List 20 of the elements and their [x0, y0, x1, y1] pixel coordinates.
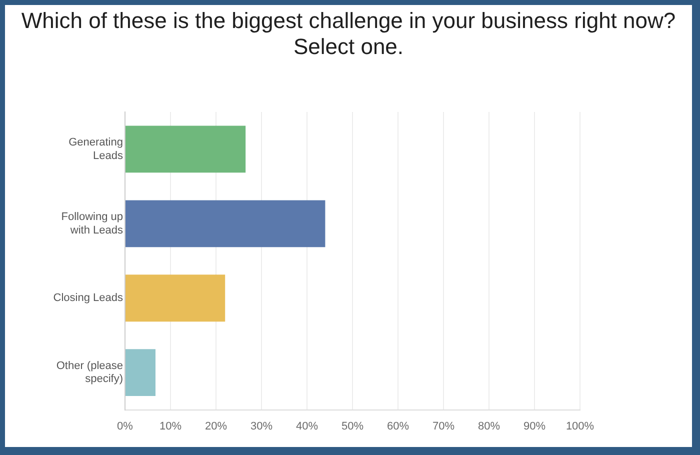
x-tick-label: 60% — [386, 420, 410, 432]
x-tick-label: 20% — [204, 420, 228, 432]
bar — [126, 274, 226, 322]
x-tick-label: 30% — [250, 420, 273, 432]
x-tick-label: 40% — [296, 420, 318, 432]
x-tick-label: 50% — [341, 420, 364, 432]
y-tick-label: Closing Leads — [53, 292, 124, 304]
y-tick-label: Following up with Leads — [61, 211, 124, 236]
x-tick-label: 10% — [159, 420, 182, 432]
x-tick-label: 80% — [478, 420, 500, 432]
x-tick-label: 70% — [432, 420, 455, 432]
bar — [126, 200, 326, 248]
chart-title: Which of these is the biggest challenge in your business right now? Select one. — [20, 8, 677, 60]
x-tick-label: 0% — [117, 420, 134, 432]
x-tick-label: 90% — [523, 420, 546, 432]
x-tick-label: 100% — [566, 420, 594, 432]
y-tick-label: Other (please specify) — [56, 360, 123, 386]
y-tick-label: Generating Leads — [68, 136, 124, 162]
bar — [126, 349, 156, 396]
bar — [126, 126, 246, 173]
